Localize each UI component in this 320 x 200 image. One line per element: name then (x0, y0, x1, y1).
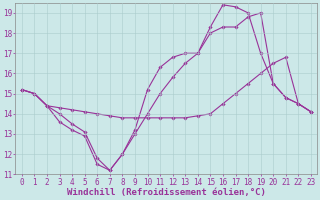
X-axis label: Windchill (Refroidissement éolien,°C): Windchill (Refroidissement éolien,°C) (67, 188, 266, 197)
